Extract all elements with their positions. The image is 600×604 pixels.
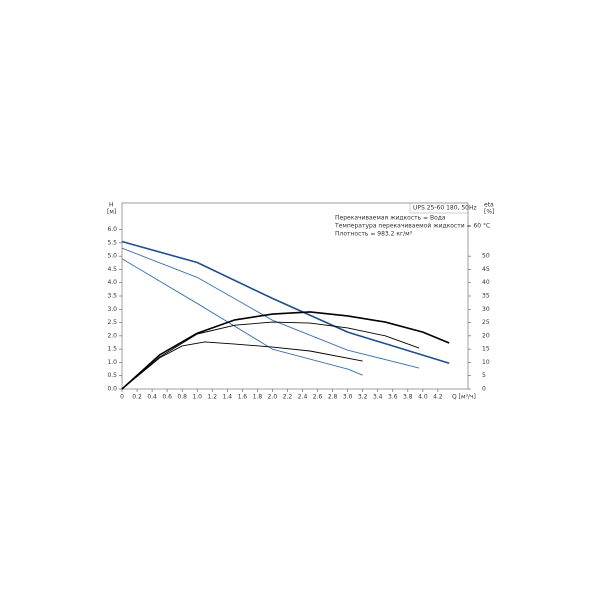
x-tick-label: 3.8 — [403, 394, 413, 401]
y-tick-label: 4.5 — [107, 266, 117, 273]
y2-tick-label: 0 — [482, 386, 486, 393]
head-curve — [121, 240, 450, 364]
x-tick-label: 1.8 — [253, 394, 263, 401]
x-tick-label: 2.6 — [313, 394, 323, 401]
y2-tick-label: 40 — [482, 279, 490, 286]
efficiency-curve — [121, 311, 450, 390]
efficiency-curve — [121, 321, 420, 390]
x-tick-label: 0.2 — [132, 394, 142, 401]
y-tick-label: 5.0 — [107, 253, 117, 260]
x-tick-label: 0.4 — [147, 394, 157, 401]
y2-tick-label: 10 — [482, 359, 490, 366]
x-tick-label: 2.0 — [268, 394, 278, 401]
y-tick-label: 6.0 — [107, 226, 117, 233]
y2-tick-label: 25 — [482, 319, 490, 326]
x-tick-label: 4.0 — [418, 394, 428, 401]
x-axis-label: Q [м³/ч] — [452, 394, 476, 401]
y-tick-label: 1.0 — [107, 359, 117, 366]
x-tick-label: 3.6 — [388, 394, 398, 401]
annotation: Перекачиваемая жидкость = Вода — [335, 215, 446, 222]
annotation: Температура перекачиваемой жидкости = 60… — [334, 223, 490, 230]
head-curve — [121, 258, 363, 376]
x-tick-label: 3.0 — [343, 394, 353, 401]
y-tick-label: 5.5 — [107, 239, 117, 246]
x-tick-label: 1.6 — [238, 394, 248, 401]
annotation: Плотность = 983.2 кг/м³ — [335, 231, 413, 238]
y2-tick-label: 50 — [482, 253, 490, 260]
y-axis-unit: [м] — [107, 209, 116, 216]
chart-title: UPS 25-60 180, 50Hz — [413, 205, 477, 212]
y2-axis-unit: [%] — [484, 209, 494, 216]
title-box — [409, 202, 469, 214]
y-tick-label: 3.5 — [107, 293, 117, 300]
y-tick-label: 3.0 — [107, 306, 117, 313]
x-tick-label: 2.8 — [328, 394, 338, 401]
y2-tick-label: 30 — [482, 306, 490, 313]
x-tick-label: 1.2 — [207, 394, 217, 401]
head-curve — [121, 247, 420, 369]
efficiency-curve — [121, 341, 363, 390]
x-tick-label: 0.6 — [162, 394, 172, 401]
x-tick-label: 2.4 — [298, 394, 308, 401]
y2-tick-label: 5 — [482, 372, 486, 379]
y2-tick-label: 35 — [482, 293, 490, 300]
x-tick-label: 0 — [120, 394, 124, 401]
x-tick-label: 0.8 — [177, 394, 187, 401]
y-tick-label: 0.5 — [107, 372, 117, 379]
x-tick-label: 4.2 — [433, 394, 443, 401]
y-axis-label: H — [109, 202, 114, 209]
x-tick-label: 2.2 — [283, 394, 293, 401]
x-tick-label: 1.4 — [223, 394, 233, 401]
y2-tick-label: 45 — [482, 266, 490, 273]
y2-axis-label: eta — [484, 202, 494, 209]
x-tick-label: 3.4 — [373, 394, 383, 401]
x-tick-label: 1.0 — [192, 394, 202, 401]
y2-tick-label: 15 — [482, 346, 490, 353]
y2-tick-label: 20 — [482, 332, 490, 339]
y-tick-label: 1.5 — [107, 346, 117, 353]
x-tick-label: 3.2 — [358, 394, 368, 401]
y-tick-label: 2.5 — [107, 319, 117, 326]
y-tick-label: 0.0 — [107, 386, 117, 393]
y-tick-label: 4.0 — [107, 279, 117, 286]
y-tick-label: 2.0 — [107, 332, 117, 339]
